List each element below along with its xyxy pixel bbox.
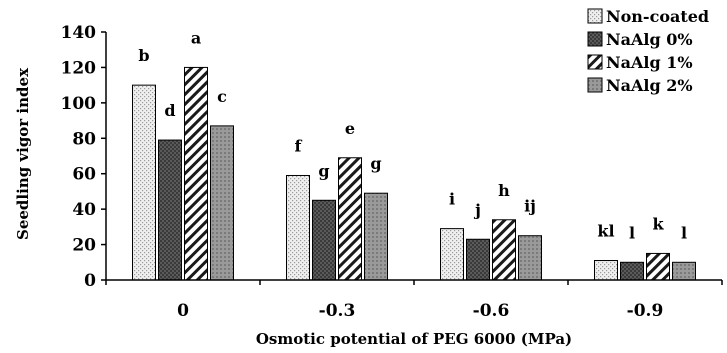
- significance-letter: h: [498, 181, 510, 200]
- bar: [594, 260, 618, 281]
- significance-letter: c: [217, 87, 227, 106]
- y-tick-label: 120: [61, 58, 97, 78]
- significance-letter: f: [295, 136, 303, 155]
- significance-letter: b: [138, 46, 149, 65]
- significance-letter: kl: [597, 222, 614, 241]
- significance-letter: j: [473, 200, 481, 219]
- legend-label: NaAlg 2%: [606, 76, 693, 95]
- bar: [312, 199, 336, 281]
- significance-letter: i: [449, 190, 455, 209]
- bar: [210, 125, 234, 281]
- y-axis-label: Seedling vigor index: [14, 67, 32, 240]
- x-tick-label: -0.6: [473, 301, 510, 321]
- legend: Non-coated NaAlg 0% NaAlg 1% NaAlg 2%: [587, 7, 709, 95]
- significance-letter: l: [681, 223, 687, 242]
- legend-swatch: [587, 8, 603, 24]
- x-tick-label: -0.9: [627, 301, 664, 321]
- bar: [518, 235, 542, 281]
- y-tick-label: 80: [72, 129, 96, 149]
- legend-swatch: [587, 54, 603, 70]
- bar: [338, 157, 362, 281]
- significance-letter: d: [164, 101, 175, 120]
- legend-label: NaAlg 1%: [606, 53, 693, 72]
- y-tick-label: 60: [72, 165, 96, 185]
- bar: [672, 261, 696, 281]
- bar: [364, 192, 388, 281]
- x-tick-label: 0: [177, 301, 189, 321]
- y-tick-label: 40: [72, 200, 96, 220]
- legend-label: Non-coated: [606, 7, 709, 26]
- significance-letter: ij: [524, 197, 536, 216]
- bar: [158, 139, 182, 281]
- bar: [440, 228, 464, 281]
- y-tick-label: 100: [61, 94, 97, 114]
- bar: [184, 66, 208, 281]
- bar: [646, 252, 670, 281]
- significance-letter: g: [318, 161, 329, 180]
- y-tick-label: 140: [61, 23, 97, 43]
- x-axis-label: Osmotic potential of PEG 6000 (MPa): [256, 330, 572, 348]
- x-tick-label: -0.3: [319, 301, 356, 321]
- bar: [132, 84, 156, 281]
- y-tick-label: 0: [84, 271, 96, 291]
- significance-letter: e: [345, 119, 355, 138]
- significance-letter: k: [652, 214, 664, 233]
- significance-letter: l: [629, 223, 635, 242]
- bar: [620, 261, 644, 281]
- legend-label: NaAlg 0%: [606, 30, 693, 49]
- y-tick-label: 20: [72, 236, 96, 256]
- significance-letter: g: [370, 154, 381, 173]
- legend-swatch: [587, 31, 603, 47]
- significance-letter: a: [191, 28, 201, 47]
- bar: [466, 238, 490, 281]
- bar: [286, 174, 310, 281]
- legend-swatch: [587, 77, 603, 93]
- bar: [492, 219, 516, 281]
